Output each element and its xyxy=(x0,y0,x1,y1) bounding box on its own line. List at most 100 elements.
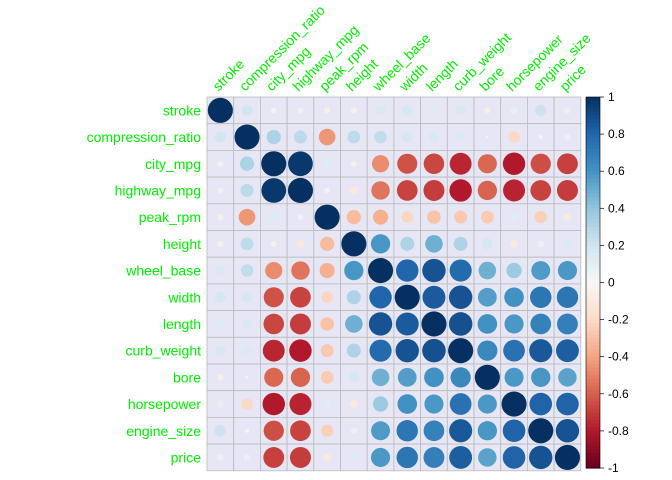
corr-circle-length-length xyxy=(421,311,447,337)
colorbar-segment xyxy=(586,97,600,102)
colorbar-segment xyxy=(586,148,600,154)
corr-circle-highway_mpg-city_mpg xyxy=(261,178,287,203)
row-label-stroke: stroke xyxy=(163,102,201,118)
corr-circle-engine_size-peak_rpm xyxy=(321,424,334,437)
corr-circle-stroke-peak_rpm xyxy=(324,107,331,114)
corr-circle-curb_weight-city_mpg xyxy=(262,339,285,362)
corr-circle-wheel_base-highway_mpg xyxy=(291,261,310,280)
colorbar-segment xyxy=(586,249,600,254)
corr-circle-compression_ratio-compression_ratio xyxy=(234,124,260,150)
colorbar-segment xyxy=(586,371,600,376)
corr-circle-width-stroke xyxy=(215,291,226,303)
corr-circle-compression_ratio-length xyxy=(428,132,439,143)
corr-circle-width-compression_ratio xyxy=(241,291,253,303)
corr-circle-highway_mpg-height xyxy=(349,186,359,195)
corr-circle-price-curb_weight xyxy=(449,446,473,469)
colorbar-segment xyxy=(586,341,600,347)
corr-circle-highway_mpg-bore xyxy=(477,180,497,201)
colorbar-segment xyxy=(586,375,600,380)
corr-circle-wheel_base-horsepower xyxy=(506,262,522,279)
corr-circle-city_mpg-peak_rpm xyxy=(322,159,332,169)
corr-circle-city_mpg-price xyxy=(557,153,578,175)
colorbar-segment xyxy=(586,360,600,365)
correlation-circles xyxy=(207,97,580,471)
corr-circle-price-wheel_base xyxy=(370,447,391,468)
corr-circle-peak_rpm-curb_weight xyxy=(454,210,468,224)
colorbar-segment xyxy=(586,319,600,324)
corr-circle-length-stroke xyxy=(215,319,225,329)
corr-circle-city_mpg-bore xyxy=(477,154,497,174)
colorbar-segment xyxy=(586,234,600,239)
colorbar-segment xyxy=(586,382,600,387)
colorbar-segment xyxy=(586,204,600,209)
corr-circle-price-bore xyxy=(478,448,497,467)
corr-circle-width-bore xyxy=(477,287,497,307)
corr-circle-height-height xyxy=(341,231,367,257)
corr-circle-curb_weight-curb_weight xyxy=(448,338,474,364)
corr-circle-horsepower-stroke xyxy=(216,400,225,408)
colorbar-tick-label: -0.6 xyxy=(608,387,629,401)
corr-circle-city_mpg-length xyxy=(423,153,445,175)
corr-circle-length-curb_weight xyxy=(448,312,473,336)
corr-circle-curb_weight-width xyxy=(395,338,419,363)
corr-circle-curb_weight-bore xyxy=(477,340,498,361)
corr-circle-peak_rpm-stroke xyxy=(217,214,224,221)
corr-circle-price-peak_rpm xyxy=(323,453,332,462)
corr-circle-stroke-compression_ratio xyxy=(241,104,253,116)
column-labels: strokecompression_ratiocity_mpghighway_m… xyxy=(209,2,594,95)
corr-circle-curb_weight-height xyxy=(346,343,361,358)
colorbar-tick-label: 0.2 xyxy=(608,238,625,252)
colorbar-segment xyxy=(586,130,600,135)
colorbar-segment xyxy=(586,226,600,232)
corr-circle-horsepower-city_mpg xyxy=(262,392,285,416)
corr-circle-city_mpg-highway_mpg xyxy=(288,151,313,177)
corr-circle-height-bore xyxy=(482,238,493,250)
colorbar-tick-label: -1 xyxy=(608,461,619,475)
corr-circle-length-wheel_base xyxy=(368,312,393,336)
corr-circle-horsepower-compression_ratio xyxy=(241,398,253,410)
colorbar-segment xyxy=(586,108,600,113)
corr-circle-highway_mpg-compression_ratio xyxy=(240,183,254,197)
colorbar-segment xyxy=(586,427,600,432)
corr-circle-length-height xyxy=(345,315,363,333)
corr-circle-highway_mpg-width xyxy=(396,180,418,201)
corr-circle-horsepower-curb_weight xyxy=(449,393,472,415)
corr-circle-city_mpg-engine_size xyxy=(530,153,551,174)
corr-circle-engine_size-city_mpg xyxy=(263,420,284,441)
colorbar-segment xyxy=(586,315,600,321)
corr-circle-compression_ratio-peak_rpm xyxy=(318,128,336,146)
corr-circle-bore-city_mpg xyxy=(264,367,284,387)
colorbar-segment xyxy=(586,197,600,202)
corr-circle-price-highway_mpg xyxy=(289,446,311,468)
corr-circle-engine_size-engine_size xyxy=(528,418,554,444)
corr-circle-length-bore xyxy=(477,314,498,334)
corr-circle-wheel_base-width xyxy=(396,259,419,282)
colorbar-segment xyxy=(586,237,600,243)
colorbar-segment xyxy=(586,208,600,213)
corr-circle-highway_mpg-wheel_base xyxy=(371,181,390,200)
corr-circle-wheel_base-curb_weight xyxy=(449,259,472,282)
colorbar-segment xyxy=(586,367,600,373)
corr-circle-price-length xyxy=(423,447,445,468)
corr-circle-highway_mpg-length xyxy=(423,179,445,201)
corr-circle-engine_size-price xyxy=(555,419,580,443)
corr-circle-length-width xyxy=(395,312,419,336)
colorbar-segment xyxy=(586,189,600,195)
colorbar-segment xyxy=(586,126,600,131)
row-label-curb_weight: curb_weight xyxy=(126,343,202,359)
corr-circle-peak_rpm-height xyxy=(346,210,361,225)
corr-circle-height-price xyxy=(562,239,573,249)
corr-circle-city_mpg-width xyxy=(397,153,418,174)
colorbar-segment xyxy=(586,275,600,280)
colorbar-segment xyxy=(586,364,600,369)
corr-circle-bore-width xyxy=(397,367,417,387)
colorbar-segment xyxy=(586,293,600,298)
corr-circle-stroke-engine_size xyxy=(534,104,547,117)
corr-circle-wheel_base-wheel_base xyxy=(368,258,394,284)
colorbar-segment xyxy=(586,323,600,328)
row-label-length: length xyxy=(163,316,201,332)
colorbar-segment xyxy=(586,145,600,150)
corr-circle-wheel_base-price xyxy=(557,260,578,281)
corr-circle-curb_weight-stroke xyxy=(215,345,226,356)
corr-circle-stroke-bore xyxy=(484,107,491,114)
